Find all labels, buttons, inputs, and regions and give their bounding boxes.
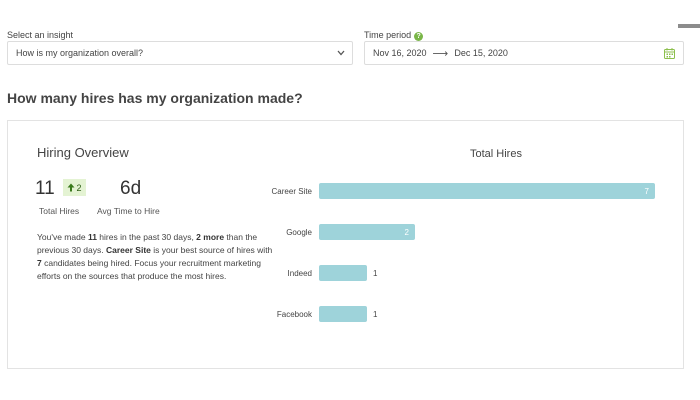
calendar-icon[interactable]	[664, 48, 675, 59]
arrow-up-icon	[67, 183, 75, 192]
chart-title: Total Hires	[470, 148, 522, 160]
bar-value-label: 1	[373, 310, 378, 319]
insight-select[interactable]: How is my organization overall?	[7, 41, 353, 65]
total-hires-value: 11	[35, 178, 55, 199]
page-heading: How many hires has my organization made?	[7, 90, 303, 106]
help-icon[interactable]: ?	[414, 32, 424, 41]
hiring-overview-title: Hiring Overview	[37, 145, 129, 160]
bar-value-label: 2	[405, 228, 410, 237]
hiring-overview-panel: Hiring Overview 11 2 Total Hires 6d Avg …	[7, 120, 684, 369]
bar-google[interactable]	[319, 224, 415, 240]
insight-label: Select an insight	[7, 30, 74, 40]
insight-select-value: How is my organization overall?	[16, 48, 144, 58]
time-period-text: Time period	[364, 30, 412, 40]
avg-time-label: Avg Time to Hire	[97, 206, 160, 216]
date-end: Dec 15, 2020	[454, 48, 508, 58]
date-range-picker[interactable]: Nov 16, 2020 ⟶ Dec 15, 2020	[364, 41, 684, 65]
total-hires-chart: Career Site 7 Google 2 Indeed 1 Facebook 1	[272, 183, 655, 322]
bar-career-site[interactable]	[319, 183, 655, 199]
category-label: Indeed	[288, 269, 312, 278]
date-arrow: ⟶	[432, 47, 449, 60]
bar-indeed[interactable]	[319, 265, 367, 281]
bar-value-label: 7	[645, 187, 650, 196]
delta-badge: 2	[63, 179, 86, 196]
bar-value-label: 1	[373, 269, 378, 278]
category-label: Facebook	[277, 310, 313, 319]
corner-scroll-indicator	[678, 24, 700, 28]
total-hires-label: Total Hires	[39, 206, 80, 216]
category-label: Career Site	[272, 187, 313, 196]
avg-time-value: 6d	[120, 178, 142, 199]
time-period-label: Time period?	[364, 30, 424, 41]
category-label: Google	[286, 228, 312, 237]
date-start: Nov 16, 2020	[373, 48, 427, 58]
bar-facebook[interactable]	[319, 306, 367, 322]
summary-text: You've made 11 hires in the past 30 days…	[37, 232, 273, 281]
delta-value: 2	[76, 182, 82, 193]
chevron-down-icon	[337, 50, 345, 56]
